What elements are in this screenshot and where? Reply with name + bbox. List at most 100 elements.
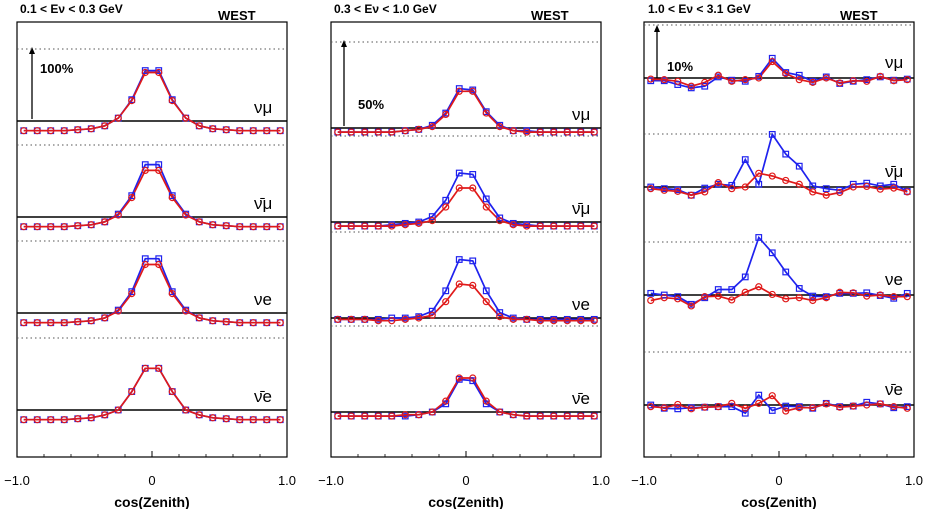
red-point <box>20 319 28 327</box>
blue-point <box>482 195 490 203</box>
red-point <box>701 403 709 411</box>
red-point <box>334 412 342 420</box>
red-point <box>660 294 668 302</box>
red-point <box>728 399 736 407</box>
red-point <box>550 222 558 230</box>
red-point <box>482 397 490 405</box>
red-point <box>509 127 517 135</box>
red-point <box>550 412 558 420</box>
blue-point <box>496 309 504 316</box>
scale-arrow-head <box>29 47 35 54</box>
flavor-label: ν̄e <box>572 389 590 408</box>
red-point <box>496 313 504 321</box>
red-point <box>903 293 911 301</box>
red-point <box>276 127 284 135</box>
energy-label: 1.0 < Eν < 3.1 GeV <box>648 2 751 16</box>
red-point <box>401 221 409 229</box>
red-point <box>74 415 82 423</box>
red-point <box>674 187 682 195</box>
red-point <box>728 296 736 304</box>
red-point <box>469 87 477 95</box>
x-tick-label: 1.0 <box>592 473 610 488</box>
red-point <box>523 412 531 420</box>
red-point <box>509 411 517 419</box>
red-point <box>455 374 463 382</box>
red-point <box>550 317 558 325</box>
red-point <box>482 109 490 117</box>
red-point <box>795 180 803 188</box>
red-point <box>87 317 95 325</box>
blue-point <box>890 180 898 188</box>
blue-point <box>863 289 871 297</box>
blue-point <box>674 405 682 413</box>
red-point <box>687 191 695 199</box>
red-point <box>155 68 163 77</box>
red-point <box>782 176 790 185</box>
flavor-label: ν̄μ <box>572 199 590 218</box>
blue-point <box>768 130 776 138</box>
red-point <box>509 315 517 323</box>
red-point <box>741 404 749 412</box>
red-point <box>755 169 763 177</box>
red-point <box>428 311 436 319</box>
blue-point <box>469 171 477 178</box>
red-point <box>195 218 203 226</box>
blue-point <box>482 400 490 408</box>
red-point <box>249 416 257 424</box>
red-point <box>701 188 709 196</box>
red-point <box>523 315 531 323</box>
red-point <box>755 399 763 407</box>
red-point <box>822 74 830 82</box>
blue-point <box>728 286 736 293</box>
red-point <box>660 76 668 84</box>
blue-point <box>455 256 463 263</box>
red-point <box>182 211 190 219</box>
red-point <box>660 404 668 412</box>
red-point <box>563 317 571 325</box>
red-point <box>455 184 463 192</box>
red-point <box>236 127 244 135</box>
red-point <box>647 185 655 193</box>
flavor-label: νμ <box>572 105 590 124</box>
red-point <box>74 222 82 230</box>
red-point <box>647 75 655 83</box>
blue-point <box>755 234 763 241</box>
blue-point <box>701 82 709 90</box>
blue-point <box>442 287 450 295</box>
red-point <box>809 78 817 86</box>
red-point <box>674 400 682 409</box>
red-point <box>276 223 284 231</box>
red-point <box>128 194 136 202</box>
blue-point <box>442 400 450 408</box>
red-point <box>795 404 803 412</box>
red-series-line <box>23 169 281 228</box>
red-point <box>195 411 203 419</box>
red-series-line <box>337 283 595 322</box>
red-point <box>509 221 517 229</box>
red-point <box>428 217 436 225</box>
blue-point <box>442 196 450 204</box>
red-point <box>782 407 790 415</box>
red-series-line <box>337 187 595 227</box>
flavor-label: νμ <box>254 98 272 117</box>
red-point <box>890 293 898 301</box>
red-point <box>87 125 95 133</box>
red-series-line <box>23 71 281 132</box>
red-point <box>141 260 149 269</box>
red-point <box>209 221 217 229</box>
red-point <box>101 218 109 226</box>
red-point <box>822 294 830 302</box>
red-point <box>141 364 149 372</box>
red-point <box>155 260 163 269</box>
red-point <box>128 387 136 396</box>
blue-point <box>469 377 477 385</box>
red-point <box>536 128 544 136</box>
red-point <box>890 77 898 85</box>
red-point <box>536 222 544 230</box>
red-point <box>836 79 844 87</box>
blue-point <box>768 249 776 257</box>
x-tick-label: −1.0 <box>631 473 657 488</box>
red-point <box>47 127 55 135</box>
